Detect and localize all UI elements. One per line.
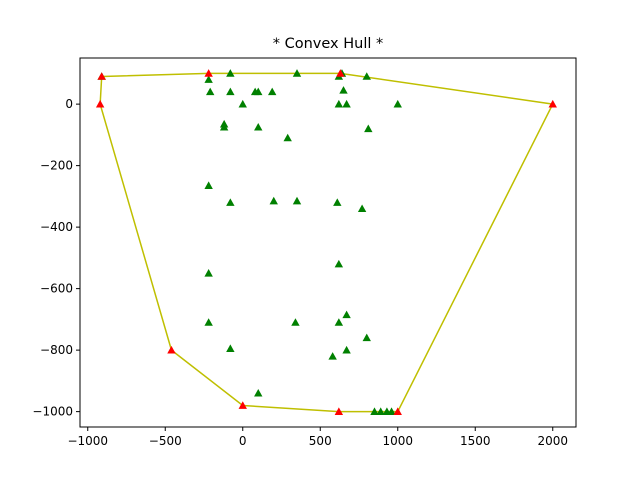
y-tick-label: 0 (65, 97, 73, 111)
data-point (342, 345, 351, 354)
y-axis: 0 −200 −400 −600 −800 −1000 (32, 97, 80, 419)
data-point (238, 99, 247, 108)
x-tick-label: −1000 (67, 434, 108, 448)
data-point (268, 87, 277, 96)
axes-frame (79, 57, 577, 428)
chart-title: * Convex Hull * (273, 36, 384, 52)
data-point (219, 122, 229, 131)
y-tick-label: −1000 (32, 405, 73, 419)
x-axis: −1000 −500 0 500 1000 1500 2000 (67, 427, 568, 448)
hull-vertex-point (334, 407, 344, 415)
hull-vertex-point (336, 69, 345, 77)
data-point (283, 133, 292, 142)
x-tick-label: 500 (309, 434, 332, 448)
x-tick-label: 1500 (460, 434, 491, 448)
data-point (226, 344, 235, 352)
data-point (328, 352, 337, 360)
data-point (334, 318, 344, 326)
data-point (254, 122, 263, 131)
data-point (387, 407, 396, 415)
hull-vertex-point (204, 69, 213, 77)
data-point (339, 86, 348, 94)
hull-vertex-point (95, 99, 105, 108)
hull-vertex-point (393, 407, 402, 415)
data-point (342, 99, 351, 108)
data-point (292, 69, 302, 77)
data-point (204, 269, 213, 277)
data-point (357, 204, 367, 213)
data-point (204, 181, 213, 189)
data-point (342, 310, 351, 319)
data-point (292, 196, 302, 205)
data-point (334, 99, 344, 108)
x-tick-label: −500 (149, 434, 182, 448)
x-tick-label: 0 (239, 434, 247, 448)
hull-line (99, 72, 554, 413)
data-point (254, 388, 263, 397)
data-point (204, 75, 213, 83)
data-point (376, 407, 385, 415)
y-tick-label: −400 (40, 220, 73, 234)
data-point (204, 318, 213, 326)
data-point (206, 87, 215, 96)
data-point (254, 87, 263, 96)
data-point (370, 407, 379, 415)
data-point (226, 69, 235, 77)
data-point (364, 124, 373, 133)
hull-vertices-layer (95, 69, 557, 415)
hull-vertex-point (238, 401, 247, 409)
x-tick-label: 2000 (537, 434, 568, 448)
hull-layer (99, 72, 554, 413)
x-tick-label: 1000 (382, 434, 413, 448)
data-point (226, 87, 235, 96)
hull-vertex-point (548, 99, 557, 108)
data-point (333, 198, 342, 206)
data-point (393, 99, 402, 108)
hull-vertex-point (97, 72, 106, 80)
data-point (269, 196, 278, 205)
data-point (334, 259, 344, 268)
data-point (291, 318, 300, 326)
y-tick-label: −200 (40, 159, 73, 173)
hull-vertex-point (167, 345, 176, 354)
y-tick-label: −800 (40, 343, 73, 357)
data-point (362, 72, 371, 80)
data-point (362, 333, 371, 342)
y-tick-label: −600 (40, 282, 73, 296)
plot-area (79, 57, 577, 428)
data-point (226, 198, 235, 206)
